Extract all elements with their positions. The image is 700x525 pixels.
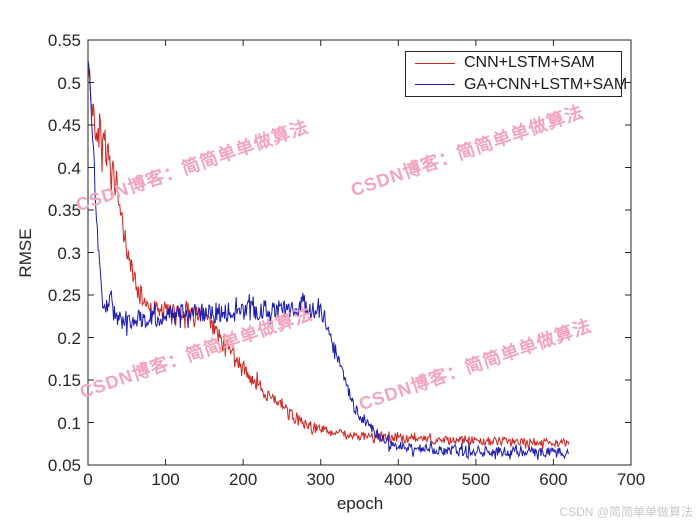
y-axis-title: RMSE [16, 228, 35, 278]
x-tick-label: 400 [384, 470, 413, 489]
axes-box [87, 39, 632, 466]
legend-label: GA+CNN+LSTM+SAM [464, 75, 628, 93]
series-line-ga-cnn-lstm-sam [88, 60, 570, 461]
legend-item-ga-cnn-lstm-sam: GA+CNN+LSTM+SAM [406, 74, 627, 95]
x-tick-label: 100 [151, 470, 180, 489]
x-axis-title: epoch [336, 494, 384, 513]
y-tick-label: 0.05 [47, 456, 81, 475]
legend-line-blue [415, 84, 455, 86]
legend: CNN+LSTM+SAM GA+CNN+LSTM+SAM [405, 51, 627, 97]
x-tick-label: 200 [228, 470, 258, 489]
y-tick-label: 0.35 [47, 201, 81, 220]
y-tick-label: 0.15 [47, 371, 81, 390]
x-tick-label: 500 [461, 470, 491, 489]
csdn-watermark-badge: CSDN @简简单单做算法 [559, 505, 693, 519]
x-tick-label: 600 [539, 470, 568, 489]
legend-item-cnn-lstm-sam: CNN+LSTM+SAM [406, 53, 621, 74]
y-tick-label: 0.25 [47, 286, 81, 305]
y-tick-label: 0.2 [57, 328, 81, 348]
y-tick-label: 0.55 [47, 31, 81, 50]
x-tick-label: 700 [616, 470, 646, 489]
y-tick-label: 0.5 [57, 73, 81, 93]
legend-label: CNN+LSTM+SAM [464, 54, 595, 72]
x-tick-label: 0 [83, 470, 93, 489]
y-tick-label: 0.45 [47, 116, 81, 135]
legend-line-red [415, 62, 455, 64]
y-tick-label: 0.3 [57, 243, 81, 263]
x-tick-label: 300 [306, 470, 335, 489]
series-line-cnn-lstm-sam [88, 69, 570, 450]
y-tick-label: 0.1 [57, 413, 81, 433]
y-tick-label: 0.4 [57, 158, 81, 178]
